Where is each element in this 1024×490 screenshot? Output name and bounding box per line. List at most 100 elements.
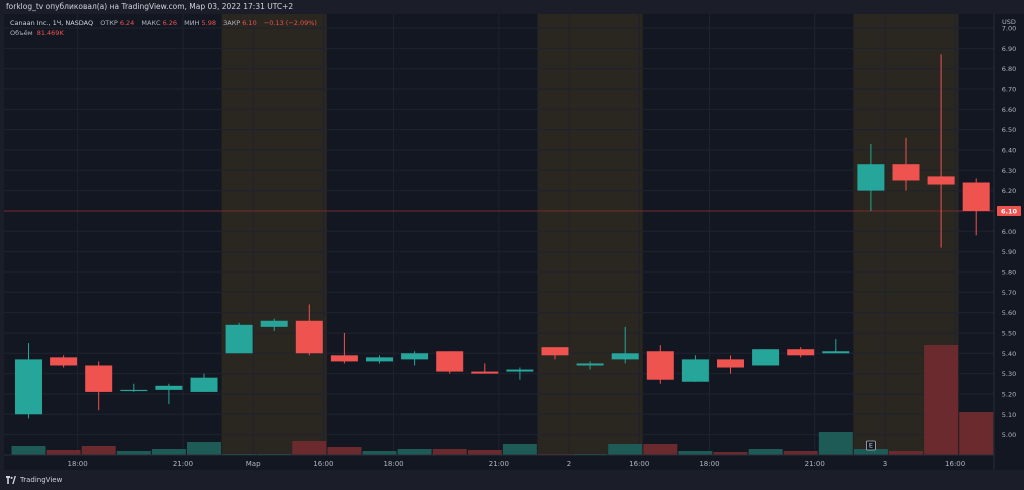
volume-bar[interactable] (151, 449, 186, 455)
session-band (537, 14, 643, 455)
close-label: ЗАКР (223, 19, 241, 27)
price-axis-tick-label: 6.90 (1002, 45, 1016, 53)
volume-bar[interactable] (818, 432, 853, 455)
published-line: forklog_tv опубликовал(а) на TradingView… (6, 2, 294, 11)
time-axis-tick-label: 21:00 (173, 460, 193, 468)
volume-value: 81.469K (36, 29, 64, 37)
time-axis-tick-label: Мар (246, 460, 261, 468)
price-axis-tick-label: 6.80 (1002, 65, 1016, 73)
candle-body[interactable] (225, 324, 253, 354)
high-label: МАКС (141, 19, 161, 27)
price-axis-tick-label: 5.40 (1002, 350, 1016, 358)
symbol-title: Canaan Inc., 1Ч, NASDAQ (10, 19, 94, 27)
time-axis-tick-label: 21:00 (805, 460, 825, 468)
candle-body[interactable] (857, 164, 885, 191)
candle-body[interactable] (681, 359, 709, 382)
volume-bar[interactable] (853, 449, 888, 455)
low-value: 5.98 (201, 19, 216, 27)
candle-body[interactable] (506, 369, 534, 372)
candle-body[interactable] (927, 176, 955, 185)
tradingview-logo-text[interactable]: TradingView (20, 476, 63, 484)
volume-bar[interactable] (678, 451, 713, 455)
candle-body[interactable] (576, 363, 604, 366)
candle-body[interactable] (295, 320, 323, 354)
price-axis-tick-label: 5.60 (1002, 309, 1016, 317)
earnings-marker-box[interactable] (866, 440, 876, 451)
ohlc-legend-row: Canaan Inc., 1Ч, NASDAQ ОТКР 6.24 МАКС 6.2… (10, 18, 322, 28)
candle-body[interactable] (822, 351, 850, 354)
session-band (221, 14, 327, 455)
candle-body[interactable] (436, 351, 464, 372)
price-axis-tick-label: 6.50 (1002, 126, 1016, 134)
close-value: 6.10 (242, 19, 257, 27)
candle-body[interactable] (401, 353, 429, 360)
candle-body[interactable] (50, 357, 78, 366)
candle-body[interactable] (85, 365, 113, 392)
open-value: 6.24 (119, 19, 135, 27)
volume-bar[interactable] (502, 444, 537, 455)
candle-body[interactable] (717, 359, 744, 368)
volume-bar[interactable] (362, 451, 397, 455)
volume-bar[interactable] (187, 442, 221, 455)
time-axis-tick-label: 21:00 (489, 460, 509, 468)
volume-bar[interactable] (748, 449, 783, 455)
price-axis-tick-label: 6.00 (1002, 228, 1016, 236)
price-axis-currency: USD (1002, 18, 1016, 26)
tradingview-logo-icon[interactable] (6, 476, 16, 484)
volume-bar[interactable] (11, 446, 46, 455)
price-axis-tick-label: 6.70 (1002, 85, 1016, 93)
candle-body[interactable] (611, 353, 639, 360)
price-axis-tick-label: 6.30 (1002, 167, 1016, 175)
volume-bar[interactable] (889, 451, 923, 455)
chart-pane[interactable]: E 18:00 21:00 Мар 16:00 18:00 21:00 2 16:00 18:00… (4, 14, 1024, 470)
price-axis-tick-label: 5.90 (1002, 248, 1016, 256)
candle-body[interactable] (155, 385, 183, 390)
candle-body[interactable] (962, 182, 990, 211)
time-axis-tick-label: 16:00 (313, 460, 333, 468)
candlestick-chart[interactable]: E 18:00 21:00 Мар 16:00 18:00 21:00 2 16:00 18:00… (4, 14, 1024, 470)
price-axis-tick-label: 5.50 (1002, 329, 1016, 337)
candle-body[interactable] (260, 320, 288, 327)
price-axis-tick-label: 7.00 (1002, 25, 1016, 33)
candle-body[interactable] (787, 349, 815, 356)
volume-bar[interactable] (608, 444, 643, 455)
time-axis-tick-label: 2 (567, 460, 571, 468)
volume-bar[interactable] (959, 412, 994, 455)
candle-body[interactable] (541, 347, 569, 356)
candle-body[interactable] (471, 371, 499, 374)
volume-bar[interactable] (327, 447, 362, 455)
volume-bar[interactable] (116, 451, 151, 455)
earnings-marker-label[interactable]: E (869, 442, 873, 450)
high-value: 6.26 (162, 19, 178, 27)
volume-bar[interactable] (397, 449, 432, 455)
candle-body[interactable] (752, 349, 780, 366)
candle-body[interactable] (190, 377, 218, 392)
volume-bar[interactable] (46, 450, 81, 455)
candle-body[interactable] (120, 389, 148, 392)
time-axis-tick-label: 18:00 (383, 460, 403, 468)
candle-body[interactable] (892, 164, 920, 181)
time-axis-tick-label: 16:00 (629, 460, 649, 468)
volume-bar[interactable] (81, 446, 116, 455)
time-axis-tick-label: 18:00 (68, 460, 88, 468)
time-axis-tick-label: 16:00 (945, 460, 965, 468)
candle-body[interactable] (330, 355, 358, 362)
volume-label: Объём (10, 29, 33, 37)
volume-bar[interactable] (292, 441, 327, 455)
price-axis-tick-label: 5.80 (1002, 268, 1016, 276)
price-axis-tick-label: 6.40 (1002, 146, 1016, 154)
volume-bar[interactable] (924, 345, 959, 455)
volume-bar[interactable] (713, 452, 748, 455)
legend: Canaan Inc., 1Ч, NASDAQ ОТКР 6.24 МАКС 6.2… (10, 18, 322, 38)
volume-bar[interactable] (643, 444, 678, 455)
volume-bar[interactable] (432, 449, 467, 455)
volume-bar[interactable] (467, 450, 502, 455)
current-price-badge (997, 205, 1021, 216)
candle-body[interactable] (646, 351, 674, 380)
price-axis-tick-label: 6.20 (1002, 187, 1016, 195)
price-axis-tick-label: 6.60 (1002, 106, 1016, 114)
volume-legend-row: Объём 81.469K (10, 28, 322, 38)
volume-bar[interactable] (783, 451, 818, 455)
candle-body[interactable] (366, 357, 393, 362)
candle-body[interactable] (15, 359, 42, 415)
